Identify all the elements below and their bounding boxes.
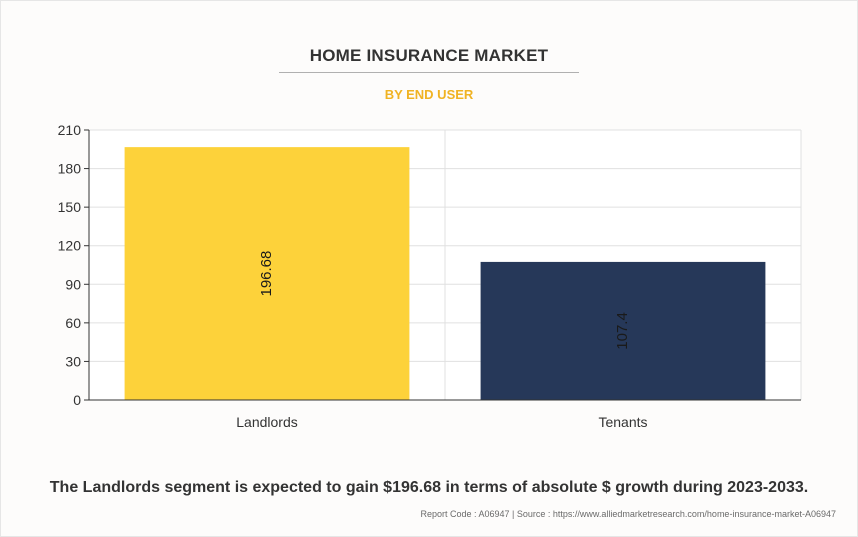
y-tick-label: 150 bbox=[58, 199, 82, 215]
x-tick-label: Tenants bbox=[598, 414, 647, 430]
bar-landlords bbox=[124, 147, 410, 400]
y-tick-label: 30 bbox=[65, 353, 81, 369]
data-label: 196.68 bbox=[258, 251, 275, 297]
y-tick-label: 90 bbox=[65, 276, 81, 292]
x-tick-label: Landlords bbox=[236, 414, 298, 430]
data-label: 107.4 bbox=[614, 312, 631, 350]
chart-footnote: The Landlords segment is expected to gai… bbox=[49, 479, 809, 496]
chart-title: HOME INSURANCE MARKET bbox=[309, 46, 549, 65]
y-tick-label: 210 bbox=[58, 122, 82, 138]
bar-tenants bbox=[480, 261, 766, 400]
y-tick-label: 0 bbox=[73, 392, 81, 408]
chart-subtitle: BY END USER bbox=[384, 87, 474, 102]
source-citation: Report Code : A06947 | Source : https://… bbox=[420, 509, 836, 519]
title-underline bbox=[279, 72, 579, 73]
y-tick-label: 60 bbox=[65, 315, 81, 331]
y-tick-label: 120 bbox=[58, 238, 82, 254]
y-tick-label: 180 bbox=[58, 161, 82, 177]
